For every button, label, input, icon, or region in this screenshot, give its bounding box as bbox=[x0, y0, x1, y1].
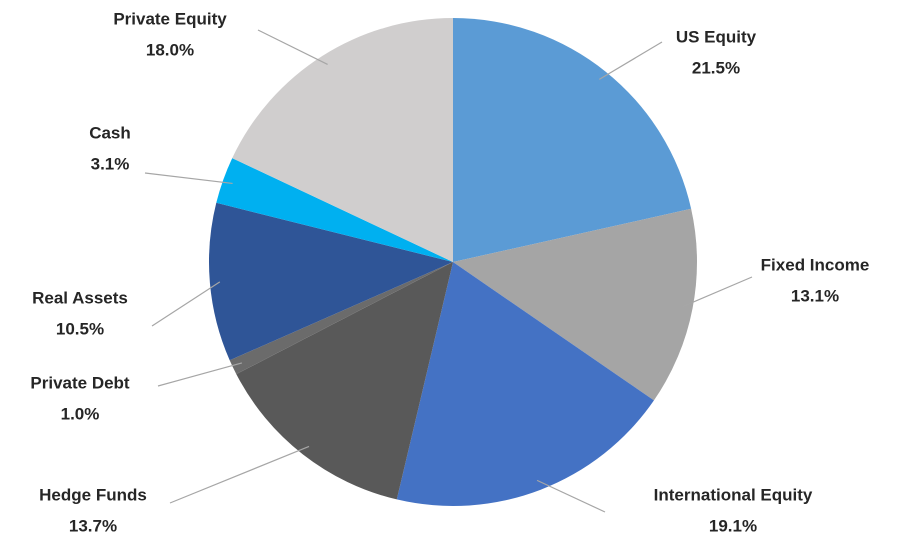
category-label: US Equity bbox=[676, 27, 757, 46]
leader-line bbox=[257, 29, 328, 65]
value-label: 19.1% bbox=[709, 516, 757, 535]
value-label: 13.1% bbox=[791, 286, 839, 305]
leader-line bbox=[144, 172, 233, 185]
category-label: Private Debt bbox=[30, 373, 130, 392]
leader-line bbox=[169, 445, 310, 504]
value-label: 10.5% bbox=[56, 319, 104, 338]
pie-slice bbox=[453, 18, 692, 262]
value-label: 1.0% bbox=[61, 404, 100, 423]
category-label: Real Assets bbox=[32, 288, 128, 307]
leader-line bbox=[598, 41, 663, 80]
leader-line bbox=[157, 362, 243, 387]
category-label: International Equity bbox=[654, 485, 813, 504]
category-label: Hedge Funds bbox=[39, 485, 147, 504]
pie-slice bbox=[453, 208, 697, 401]
leader-line bbox=[682, 276, 753, 308]
category-label: Cash bbox=[89, 123, 131, 142]
pie-slice bbox=[209, 202, 453, 361]
value-label: 3.1% bbox=[91, 154, 130, 173]
value-label: 21.5% bbox=[692, 58, 740, 77]
value-label: 13.7% bbox=[69, 516, 117, 535]
value-label: 18.0% bbox=[146, 40, 194, 59]
category-label: Private Equity bbox=[113, 9, 227, 28]
pie-slice bbox=[232, 18, 453, 262]
leader-line bbox=[536, 479, 606, 513]
pie-slice bbox=[396, 262, 654, 506]
category-label: Fixed Income bbox=[761, 255, 870, 274]
pie-slice bbox=[216, 158, 453, 262]
pie-slice bbox=[236, 262, 453, 500]
leader-line bbox=[151, 281, 221, 327]
pie-slice bbox=[229, 262, 453, 375]
